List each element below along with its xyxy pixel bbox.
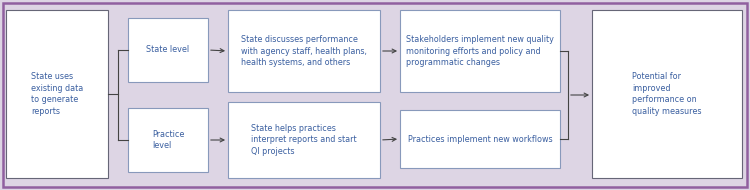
Text: Practice
level: Practice level [152, 130, 184, 150]
Text: Practices implement new workflows: Practices implement new workflows [408, 135, 552, 143]
Text: State discusses performance
with agency staff, health plans,
health systems, and: State discusses performance with agency … [241, 35, 367, 67]
Text: Potential for
improved
performance on
quality measures: Potential for improved performance on qu… [632, 72, 702, 116]
Bar [6, 10, 108, 178]
Text: Stakeholders implement new quality
monitoring efforts and policy and
programmati: Stakeholders implement new quality monit… [406, 35, 554, 67]
Text: State level: State level [146, 45, 190, 55]
Bar [228, 10, 380, 92]
Bar [400, 10, 560, 92]
Bar [128, 18, 208, 82]
Bar [592, 10, 742, 178]
Text: State helps practices
interpret reports and start
QI projects: State helps practices interpret reports … [251, 124, 357, 156]
Text: State uses
existing data
to generate
reports: State uses existing data to generate rep… [31, 72, 83, 116]
Bar [400, 110, 560, 168]
Bar [228, 102, 380, 178]
Bar [128, 108, 208, 172]
